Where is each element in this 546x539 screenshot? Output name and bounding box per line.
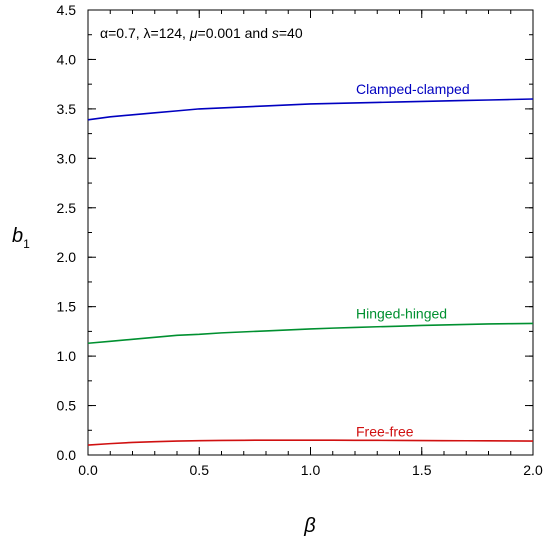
series-labels: Clamped-clamped Hinged-hinged Free-free <box>356 81 470 439</box>
series-label: Hinged-hinged <box>356 306 447 322</box>
series-lines <box>87 98 534 446</box>
y-axis-title: b1 <box>12 225 30 251</box>
s-value: =40 <box>279 25 303 41</box>
plot-frame <box>87 9 534 456</box>
x-tick-label: 0.0 <box>78 462 98 478</box>
y-tick-label: 0.0 <box>57 447 77 463</box>
x-tick-label: 0.5 <box>190 462 210 478</box>
x-tick-label: 2.0 <box>523 462 543 478</box>
lambda-value: =124, <box>151 25 190 41</box>
y-axis-title-main: b <box>12 225 23 247</box>
x-tick-label: 1.5 <box>412 462 432 478</box>
y-tick-label: 2.5 <box>57 200 77 216</box>
y-tick-label: 4.0 <box>57 51 77 67</box>
series-label: Free-free <box>356 423 414 439</box>
series-label: Clamped-clamped <box>356 81 470 97</box>
parameter-annotation: α=0.7, λ=124, μ=0.001 and s=40 <box>100 25 303 41</box>
plot-area <box>87 9 534 456</box>
x-axis-ticks: 0.0 0.5 1.0 1.5 2.0 <box>78 10 543 478</box>
y-axis-ticks: 0.0 0.5 1.0 1.5 2.0 2.5 3.0 3.5 4.0 4.5 <box>57 2 533 463</box>
alpha-value: =0.7, <box>108 25 143 41</box>
x-axis-title: β <box>303 515 315 537</box>
y-tick-label: 3.0 <box>57 150 77 166</box>
series-line-0 <box>87 98 534 121</box>
series-line-1 <box>87 322 534 345</box>
y-axis-title-subscript: 1 <box>23 237 30 251</box>
y-tick-label: 2.0 <box>57 249 77 265</box>
mu-symbol: μ <box>189 25 198 41</box>
y-tick-label: 0.5 <box>57 398 77 414</box>
series-line-2 <box>87 439 534 446</box>
x-tick-label: 1.0 <box>301 462 321 478</box>
y-tick-label: 3.5 <box>57 101 77 117</box>
y-tick-label: 4.5 <box>57 2 77 18</box>
lambda-symbol: λ <box>144 25 151 41</box>
alpha-symbol: α <box>100 25 108 41</box>
y-tick-label: 1.0 <box>57 348 77 364</box>
s-symbol: s <box>272 25 279 41</box>
y-tick-label: 1.5 <box>57 299 77 315</box>
mu-value: =0.001 and <box>198 25 272 41</box>
